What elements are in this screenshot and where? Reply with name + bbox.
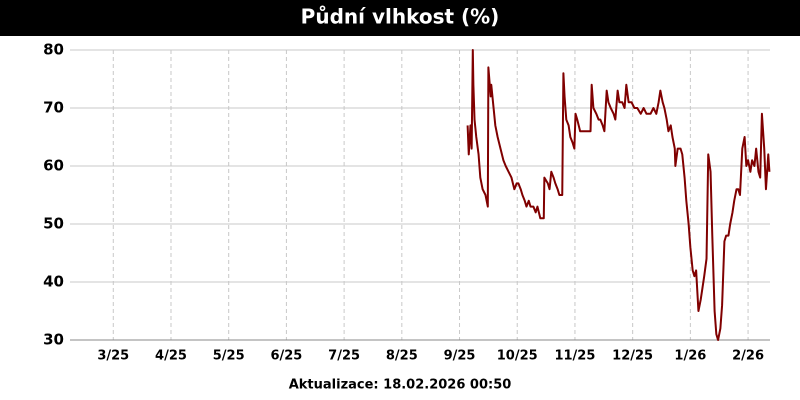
y-tick-label: 50: [43, 215, 64, 233]
y-tick-label: 70: [43, 99, 64, 117]
x-tick-label: 5/25: [213, 349, 245, 364]
x-tick-label: 8/25: [386, 349, 418, 364]
y-tick-label: 40: [43, 273, 64, 291]
x-tick-label: 1/26: [674, 349, 706, 364]
footer: Aktualizace: 18.02.2026 00:50: [289, 378, 512, 393]
x-tick-label: 9/25: [444, 349, 476, 364]
x-tick-label: 6/25: [270, 349, 302, 364]
x-tick-label: 10/25: [497, 349, 538, 364]
y-tick-label: 80: [43, 41, 64, 59]
data-line: [466, 49, 771, 341]
x-tick-label: 7/25: [328, 349, 360, 364]
y-tick-label: 30: [43, 331, 64, 349]
x-tick-label: 12/25: [612, 349, 653, 364]
x-tick-label: 2/26: [732, 349, 764, 364]
chart-title: Půdní vlhkost (%): [301, 5, 500, 29]
y-tick-label: 60: [43, 157, 64, 175]
x-tick-label: 11/25: [554, 349, 595, 364]
x-tick-label: 4/25: [155, 349, 187, 364]
title-bar: [0, 0, 800, 36]
x-tick-label: 3/25: [97, 349, 129, 364]
